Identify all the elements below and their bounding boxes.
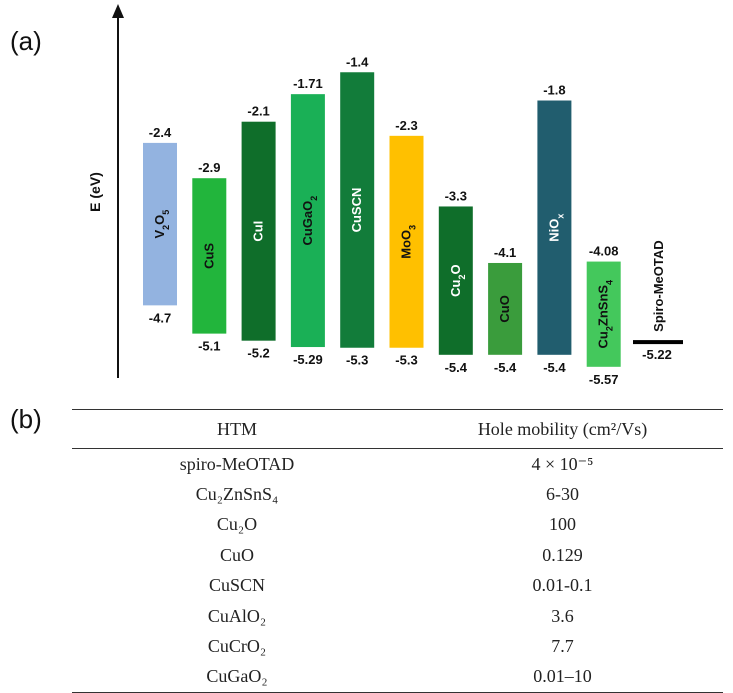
bar-cugao2	[290, 94, 325, 348]
cb-label-cuo: -4.1	[494, 245, 516, 260]
cb-label-cu2o: -3.3	[445, 188, 467, 203]
mobility-cell: 4 × 10⁻⁵	[531, 453, 594, 474]
htm-cell: spiro-MeOTAD	[179, 453, 295, 474]
mobility-cell: 3.6	[551, 605, 574, 626]
cb-label-cu2znsns4: -4.08	[589, 244, 619, 259]
cb-label-niox: -1.8	[543, 83, 565, 98]
bar-name-cu2znsns4: Cu2ZnSnS4	[596, 280, 615, 349]
bar-cus	[192, 178, 227, 334]
vb-label-cu2znsns4: -5.57	[589, 372, 619, 387]
table-row: CuAlO₂ 3.6	[72, 601, 723, 631]
vb-label-niox: -5.4	[543, 360, 566, 375]
cb-label-v2o5: -2.4	[149, 125, 172, 140]
y-axis-label: E (eV)	[87, 172, 103, 212]
bar-v2o5	[143, 142, 177, 306]
table-row: CuSCN 0.01-0.1	[72, 571, 723, 601]
table-row: Cu₂O 100	[72, 510, 723, 540]
cb-label-cugao2: -1.71	[293, 76, 323, 91]
vb-label-spiro-meotad: -5.22	[642, 347, 672, 362]
bar-name-cus: CuS	[201, 243, 216, 269]
panel-b-label: (b)	[10, 404, 42, 434]
bar-cuscn	[340, 72, 375, 348]
vb-label-cui: -5.2	[247, 346, 269, 361]
header-htm: HTM	[72, 409, 402, 449]
htm-cell: CuO	[219, 544, 254, 565]
htm-cell: CuAlO₂	[207, 605, 267, 626]
htm-cell: CuCrO₂	[207, 636, 267, 657]
cb-label-moo3: -2.3	[395, 118, 417, 133]
table-row: CuCrO₂ 7.7	[72, 631, 723, 661]
mobility-cell: 100	[549, 514, 576, 535]
table-row: CuGaO₂ 0.01–10	[72, 661, 723, 693]
bar-name-moo3: MoO3	[399, 225, 418, 259]
vb-label-cuo: -5.4	[494, 360, 517, 375]
cb-label-cui: -2.1	[247, 104, 269, 119]
bar-name-niox: NiOx	[546, 214, 565, 242]
bar-name-cugao2: CuGaO2	[300, 196, 319, 246]
table-row: spiro-MeOTAD 4 × 10⁻⁵	[72, 449, 723, 480]
htm-cell: CuGaO₂	[72, 661, 402, 693]
htm-cell: Cu₂O	[216, 514, 258, 535]
bar-name-spiro-meotad: Spiro-MeOTAD	[651, 240, 666, 331]
bar-moo3	[389, 135, 424, 348]
vb-label-cu2o: -5.4	[445, 360, 468, 375]
htm-cell: Cu₂ZnSnS₄	[195, 484, 279, 505]
vb-label-cuscn: -5.3	[346, 353, 368, 368]
cb-label-cuscn: -1.4	[346, 54, 369, 69]
htm-cell: CuSCN	[208, 575, 266, 596]
vb-label-v2o5: -4.7	[149, 310, 171, 325]
bar-name-v2o5: V2O5	[152, 210, 171, 239]
mobility-cell: 7.7	[551, 636, 574, 657]
bar-niox	[537, 100, 572, 355]
mobility-cell: 0.129	[542, 544, 583, 565]
table-row: CuO 0.129	[72, 540, 723, 570]
level-line-spiro-meotad	[633, 340, 683, 345]
mobility-cell: 0.01–10	[402, 661, 723, 693]
vb-label-cugao2: -5.29	[293, 352, 323, 367]
bar-name-cui: CuI	[251, 221, 266, 242]
y-axis-arrow-icon	[112, 4, 124, 18]
bar-cuo	[488, 262, 523, 355]
mobility-cell: 6-30	[546, 484, 579, 505]
mobility-cell: 0.01-0.1	[532, 575, 593, 596]
energy-level-chart: E (eV) -2.4 -4.7 V2O5 -2.9 -5.1 CuS -2.1 -5.2 CuI…	[87, 4, 683, 387]
bar-name-cu2o: Cu2O	[448, 264, 467, 296]
header-hole-mobility: Hole mobility (cm²/Vs)	[402, 409, 723, 449]
vb-label-cus: -5.1	[198, 339, 220, 354]
cb-label-cus: -2.9	[198, 160, 220, 175]
panel-a-label: (a)	[10, 26, 42, 56]
bar-name-cuo: CuO	[497, 295, 512, 322]
table-header-row: HTM Hole mobility (cm²/Vs)	[72, 409, 723, 449]
bar-cu2znsns4	[586, 261, 621, 367]
bar-name-cuscn: CuSCN	[349, 188, 364, 233]
bar-cu2o	[438, 206, 473, 355]
hole-mobility-table: HTM Hole mobility (cm²/Vs) spiro-MeOTAD 4…	[72, 409, 723, 693]
table-row: Cu₂ZnSnS₄ 6-30	[72, 479, 723, 509]
vb-label-moo3: -5.3	[395, 353, 417, 368]
bar-cui	[241, 121, 276, 341]
